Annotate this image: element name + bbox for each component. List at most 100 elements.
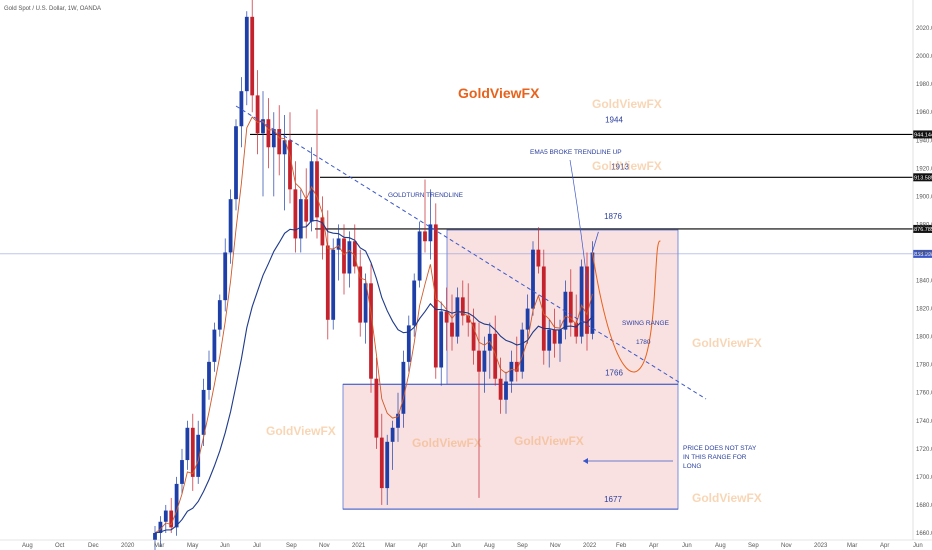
- y-tick-label: 1880.000: [916, 222, 932, 228]
- price-tag-1944: [913, 130, 932, 139]
- candle-body: [585, 266, 589, 334]
- x-tick-label: Jun: [220, 543, 230, 549]
- candle-body: [504, 381, 508, 400]
- y-tick-label: 1700.000: [916, 475, 932, 481]
- watermark-0: GoldViewFX: [458, 85, 540, 101]
- candle-body: [320, 217, 325, 246]
- x-tick-label: Mar: [154, 543, 164, 549]
- candles-layer: [153, 0, 595, 550]
- candle-body: [250, 16, 255, 96]
- candle-body: [347, 241, 352, 274]
- x-tick-label: Nov: [319, 543, 330, 549]
- x-tick-label: 2021: [352, 543, 366, 549]
- x-tick-label: Aug: [715, 543, 726, 549]
- y-tick-label: 1940.000: [916, 138, 932, 144]
- candle-body: [212, 329, 217, 362]
- candle-body: [315, 161, 319, 218]
- candle-body: [536, 249, 541, 267]
- candle-body: [525, 308, 530, 330]
- candle-body: [363, 283, 368, 323]
- candle-body: [498, 378, 503, 400]
- candle-body: [158, 521, 163, 533]
- x-tick-label: Nov: [781, 543, 792, 549]
- symbol-title: Gold Spot / U.S. Dollar, 1W, OANDA: [4, 6, 101, 12]
- candle-body: [223, 252, 228, 301]
- x-tick-label: May: [187, 543, 198, 549]
- price-tag-label-1876: 1876.785: [911, 227, 932, 233]
- candle-body: [190, 427, 195, 477]
- candle-body: [201, 389, 206, 435]
- watermark-2: GoldViewFX: [592, 159, 662, 173]
- watermark-4: GoldViewFX: [412, 436, 482, 450]
- candle-body: [547, 329, 552, 351]
- candle-body: [239, 91, 244, 127]
- candle-body: [396, 413, 400, 428]
- candle-body: [412, 280, 417, 326]
- watermark-5: GoldViewFX: [514, 434, 584, 448]
- candle-body: [406, 325, 411, 362]
- candle-body: [482, 350, 487, 372]
- ema-layer: [154, 116, 593, 534]
- ema-note-pointer: [569, 159, 589, 291]
- x-axis: Aug Oct Dec 2020 Mar May Jun Jul Sep Nov 2021 Mar Ap…: [0, 539, 932, 549]
- candle-body: [423, 231, 427, 242]
- candle-body: [217, 300, 222, 330]
- range-note-line-0: PRICE DOES NOT STAY: [683, 445, 757, 452]
- y-tick-label: 1840.000: [916, 279, 932, 285]
- level-label-1766: 1766: [605, 368, 623, 377]
- candle-body: [541, 266, 546, 351]
- goldturn-trendline: [235, 105, 707, 400]
- x-tick-label: Mar: [847, 543, 857, 549]
- level-label-1913: 1913: [611, 162, 629, 171]
- candle-body: [358, 266, 363, 323]
- candle-body: [466, 315, 471, 323]
- candle-body: [390, 427, 395, 442]
- candle-body: [261, 119, 265, 134]
- y-tick-label: 1660.000: [916, 531, 932, 537]
- candle-body: [196, 434, 201, 477]
- candle-body: [277, 129, 282, 155]
- watermark-extra: GoldViewFX: [692, 491, 762, 505]
- candle-body: [169, 510, 174, 528]
- y-axis: 1944.144 1913.585 1876.785 1858.990 1660.000…: [911, 0, 932, 540]
- x-tick-label: Jun: [913, 543, 923, 549]
- x-tick-label: Mar: [385, 543, 395, 549]
- range-note-arrowhead: [583, 458, 588, 464]
- level-label-1944: 1944: [605, 115, 623, 124]
- zone-range_lower: [342, 383, 679, 510]
- x-tick-label: 2022: [583, 543, 597, 549]
- levels-layer: 1944 1913 1876 1766 1677: [250, 115, 913, 510]
- watermark-3: GoldViewFX: [266, 424, 336, 438]
- x-tick-label: Nov: [550, 543, 561, 549]
- y-tick-label: 1760.000: [916, 391, 932, 397]
- candle-body: [514, 361, 519, 372]
- candle-body: [342, 238, 346, 274]
- x-tick-label: Sep: [517, 543, 528, 549]
- x-tick-label: 2020: [121, 543, 135, 549]
- candle-body: [288, 140, 292, 190]
- x-tick-label: Jun: [451, 543, 461, 549]
- candle-body: [266, 119, 271, 148]
- x-tick-label: Apr: [880, 543, 889, 549]
- price-tag-label-1944: 1944.144: [911, 132, 932, 138]
- candle-body: [579, 266, 584, 337]
- price-tag-label-1913: 1913.585: [911, 175, 932, 181]
- candle-body: [531, 249, 535, 309]
- candle-body: [180, 460, 184, 484]
- swing-range-value: 1780: [636, 339, 651, 346]
- candle-body: [298, 199, 303, 239]
- price-tag-current: [913, 249, 932, 258]
- candle-body: [385, 441, 390, 489]
- candle-body: [563, 291, 568, 330]
- candle-body: [185, 427, 190, 461]
- zone-range_upper: [446, 229, 679, 385]
- candle-body: [520, 329, 525, 372]
- y-tick-label: 1740.000: [916, 419, 932, 425]
- y-tick-label: 1900.000: [916, 194, 932, 200]
- y-tick-label: 2020.000: [916, 26, 932, 32]
- y-tick-label: 1680.000: [916, 503, 932, 509]
- range-note-line-2: LONG: [683, 463, 701, 470]
- projection-curve: [591, 240, 661, 373]
- candle-body: [509, 361, 514, 382]
